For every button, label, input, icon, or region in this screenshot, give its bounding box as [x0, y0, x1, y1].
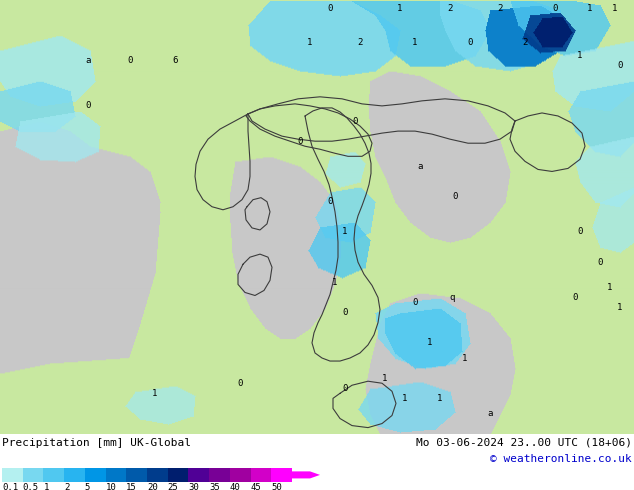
Text: 1: 1 [43, 483, 49, 490]
Text: 1: 1 [437, 394, 443, 403]
Text: 0: 0 [452, 192, 458, 201]
Text: 0: 0 [552, 3, 558, 13]
Bar [147, 468, 168, 482]
Bar [85, 468, 106, 482]
Text: 0: 0 [353, 117, 358, 125]
Text: 45: 45 [250, 483, 261, 490]
Text: 2: 2 [522, 38, 527, 47]
Text: 0: 0 [86, 101, 91, 110]
Bar [230, 468, 250, 482]
Text: 1: 1 [412, 38, 418, 47]
Text: 1: 1 [382, 374, 387, 383]
Text: 1: 1 [607, 283, 612, 292]
Text: 1: 1 [587, 3, 593, 13]
Text: 35: 35 [209, 483, 220, 490]
Text: 30: 30 [188, 483, 199, 490]
Text: 0: 0 [578, 227, 583, 237]
Bar [126, 468, 147, 482]
Text: 1: 1 [578, 51, 583, 60]
Text: a: a [417, 162, 423, 171]
Text: 0: 0 [297, 137, 302, 146]
Text: 0.5: 0.5 [23, 483, 39, 490]
Text: 0: 0 [342, 308, 347, 317]
Text: 0: 0 [597, 258, 603, 267]
Text: Precipitation [mm] UK-Global: Precipitation [mm] UK-Global [2, 438, 191, 448]
Text: 2: 2 [64, 483, 70, 490]
Text: 5: 5 [85, 483, 90, 490]
Text: 25: 25 [168, 483, 178, 490]
Text: 1: 1 [427, 339, 432, 347]
Text: 15: 15 [126, 483, 137, 490]
Text: 0.1: 0.1 [2, 483, 18, 490]
Text: 1: 1 [618, 303, 623, 312]
Text: a: a [488, 409, 493, 418]
Bar [2, 468, 23, 482]
Text: 0: 0 [618, 61, 623, 70]
Text: Mo 03-06-2024 23..00 UTC (18+06): Mo 03-06-2024 23..00 UTC (18+06) [416, 438, 632, 448]
Text: 0: 0 [327, 3, 333, 13]
Bar [168, 468, 188, 482]
Text: 0: 0 [237, 379, 243, 388]
Bar [106, 468, 126, 482]
Text: 1: 1 [342, 227, 347, 237]
Bar [250, 468, 271, 482]
Bar [209, 468, 230, 482]
Text: 1: 1 [403, 394, 408, 403]
Bar [188, 468, 209, 482]
Bar [23, 468, 43, 482]
Text: 1: 1 [398, 3, 403, 13]
Bar [64, 468, 85, 482]
Text: 1: 1 [462, 353, 468, 363]
Text: 20: 20 [147, 483, 158, 490]
Text: 0: 0 [127, 56, 133, 65]
Text: 10: 10 [106, 483, 116, 490]
Text: © weatheronline.co.uk: © weatheronline.co.uk [490, 454, 632, 464]
Text: 1: 1 [332, 278, 338, 287]
Text: 1: 1 [612, 3, 618, 13]
Text: 2: 2 [358, 38, 363, 47]
Text: 1: 1 [307, 38, 313, 47]
Text: a: a [86, 56, 91, 65]
Text: 40: 40 [230, 483, 241, 490]
Text: 2: 2 [497, 3, 503, 13]
Text: 0: 0 [467, 38, 473, 47]
Text: 0: 0 [342, 384, 347, 393]
Text: q: q [450, 293, 455, 302]
Text: 0: 0 [412, 298, 418, 307]
Text: 0: 0 [327, 197, 333, 206]
Bar [43, 468, 64, 482]
Text: 6: 6 [172, 56, 178, 65]
FancyArrow shape [292, 471, 320, 478]
Text: 1: 1 [152, 389, 158, 398]
Text: 0: 0 [573, 293, 578, 302]
Text: 2: 2 [448, 3, 453, 13]
Bar [271, 468, 292, 482]
Text: 50: 50 [271, 483, 282, 490]
